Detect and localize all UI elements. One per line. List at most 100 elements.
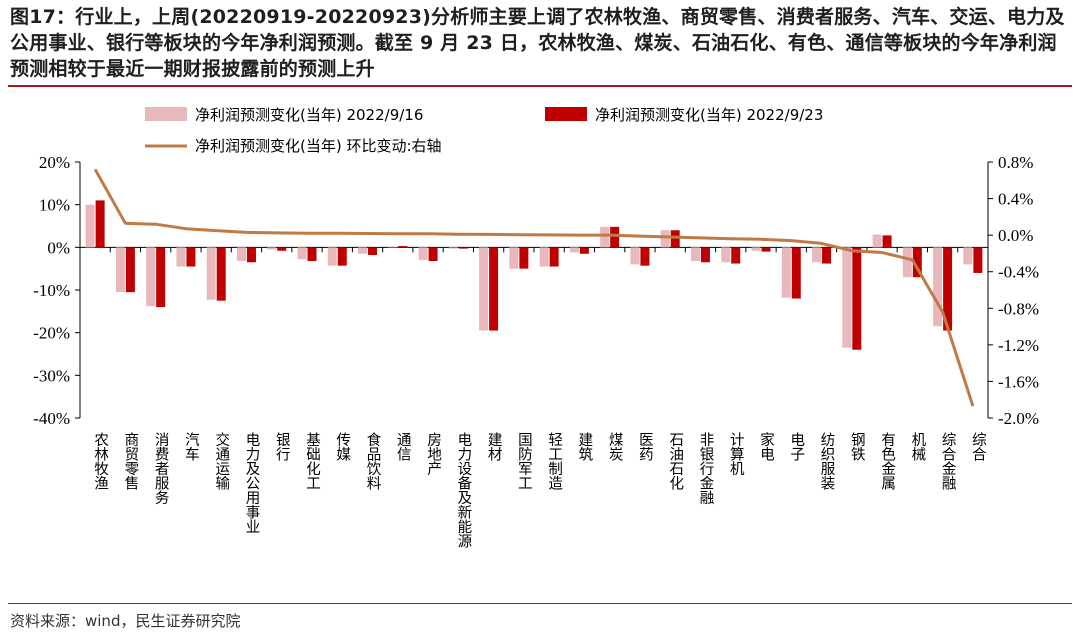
bar-0923	[277, 247, 287, 251]
bar-0923	[700, 247, 710, 263]
category-label: 基础化工	[304, 432, 320, 490]
bar-0916	[236, 247, 246, 261]
right-tick-label: 0.0%	[998, 226, 1033, 245]
bar-0916	[115, 247, 125, 293]
category-label: 国防军工	[516, 432, 532, 490]
bar-0923	[731, 247, 741, 264]
chart-legend: 净利润预测变化(当年) 2022/9/16 净利润预测变化(当年) 2022/9…	[145, 106, 823, 155]
bar-0923	[95, 200, 105, 248]
bar-0916	[600, 226, 610, 248]
right-tick-label: -1.2%	[998, 336, 1039, 355]
bar-0923	[549, 247, 559, 267]
bar-0923	[519, 247, 529, 269]
bar-0916	[327, 247, 337, 266]
bar-0923	[428, 247, 438, 261]
left-tick-label: 20%	[39, 153, 70, 172]
title-divider	[8, 85, 1072, 87]
left-tick-label: -30%	[33, 366, 70, 385]
category-label: 电子	[788, 432, 804, 462]
bar-0916	[418, 247, 428, 261]
bar-0923	[246, 247, 256, 263]
category-label: 食品饮料	[365, 432, 381, 491]
category-label: 家电	[758, 432, 774, 462]
bar-0916	[267, 247, 277, 250]
category-label: 有色金属	[879, 432, 895, 491]
bar-0923	[307, 247, 317, 261]
category-label: 银行	[274, 432, 290, 463]
bar-0923	[186, 247, 196, 267]
bar-0916	[479, 247, 489, 331]
line-mom-change	[93, 168, 975, 407]
chart-bars	[85, 200, 983, 350]
category-label: 综合	[970, 432, 986, 462]
category-label: 医药	[637, 432, 653, 462]
bar-0923	[368, 247, 378, 256]
source-note: 资料来源：wind，民生证券研究院	[10, 612, 241, 630]
category-label: 石油石化	[667, 432, 683, 490]
category-label: 计算机	[728, 432, 744, 477]
category-label: 纺织服装	[819, 432, 835, 491]
bar-0923	[489, 247, 499, 331]
category-label: 钢铁	[849, 432, 865, 462]
category-label: 消费者服务	[153, 432, 169, 506]
category-label: 农林牧渔	[92, 432, 108, 491]
bar-0916	[933, 247, 943, 327]
chart-line-series	[93, 168, 975, 407]
right-tick-label: -0.4%	[998, 263, 1039, 282]
bar-0916	[539, 247, 549, 267]
bar-0923	[337, 247, 347, 266]
bar-0923	[458, 247, 468, 249]
chart-axes: 20% 10% 0% -10% -20% -30% -40% 0.8% 0.4% 0.0% -0.4…	[33, 153, 1039, 428]
bar-0923	[398, 246, 408, 248]
legend-swatch-0923	[545, 107, 587, 121]
category-label: 通信	[395, 432, 411, 462]
bar-0916	[660, 230, 670, 248]
left-tick-label: -10%	[33, 281, 70, 300]
left-tick-label: 0%	[47, 238, 70, 257]
category-label: 非银行金融	[697, 432, 713, 505]
right-tick-label: -1.6%	[998, 372, 1039, 391]
bar-0916	[872, 234, 882, 248]
bar-0923	[912, 247, 922, 278]
legend-label-0916: 净利润预测变化(当年) 2022/9/16	[195, 106, 423, 124]
category-label: 商贸零售	[122, 432, 138, 491]
right-tick-label: 0.8%	[998, 153, 1033, 172]
bar-0916	[781, 247, 791, 298]
bar-0916	[206, 247, 216, 300]
bar-0916	[358, 247, 368, 254]
bar-0916	[176, 247, 186, 267]
bar-0923	[216, 247, 226, 301]
right-tick-label: -2.0%	[998, 409, 1039, 428]
category-label: 综合金融	[940, 432, 956, 491]
bar-0916	[297, 247, 307, 260]
category-label: 建材	[486, 432, 502, 462]
bar-0916	[630, 247, 640, 265]
bar-0916	[751, 247, 761, 251]
bar-0923	[156, 247, 166, 308]
bar-0923	[125, 247, 135, 293]
bar-0916	[963, 247, 973, 265]
category-label: 房地产	[425, 432, 441, 476]
bar-0923	[640, 247, 650, 266]
bar-0916	[690, 247, 700, 261]
figure-title: 图17：行业上，上周(20220919-20220923)分析师主要上调了农林牧…	[10, 6, 1065, 80]
category-labels: 农林牧渔 商贸零售 消费者服务 汽车 交通运输 电力及公用事业 银行 基础化工 传媒 食品饮料 通信…	[92, 431, 986, 549]
left-tick-label: -40%	[33, 409, 70, 428]
bar-0916	[85, 204, 95, 248]
bar-0916	[902, 247, 912, 278]
bar-0923	[791, 247, 801, 299]
right-tick-label: 0.4%	[998, 190, 1033, 209]
category-label: 电力设备及新能源	[455, 432, 471, 549]
legend-label-line: 净利润预测变化(当年) 环比变动:右轴	[195, 137, 442, 155]
bar-0923	[852, 247, 862, 350]
category-label: 交通运输	[213, 431, 229, 491]
legend-swatch-0916	[145, 107, 187, 121]
chart: 净利润预测变化(当年) 2022/9/16 净利润预测变化(当年) 2022/9…	[33, 106, 1039, 549]
left-tick-label: -20%	[33, 324, 70, 343]
category-label: 煤炭	[607, 432, 623, 462]
bar-0916	[812, 247, 822, 263]
left-tick-label: 10%	[39, 196, 70, 215]
bar-0916	[509, 247, 519, 269]
bar-0923	[882, 235, 892, 248]
source-divider	[8, 603, 1072, 604]
